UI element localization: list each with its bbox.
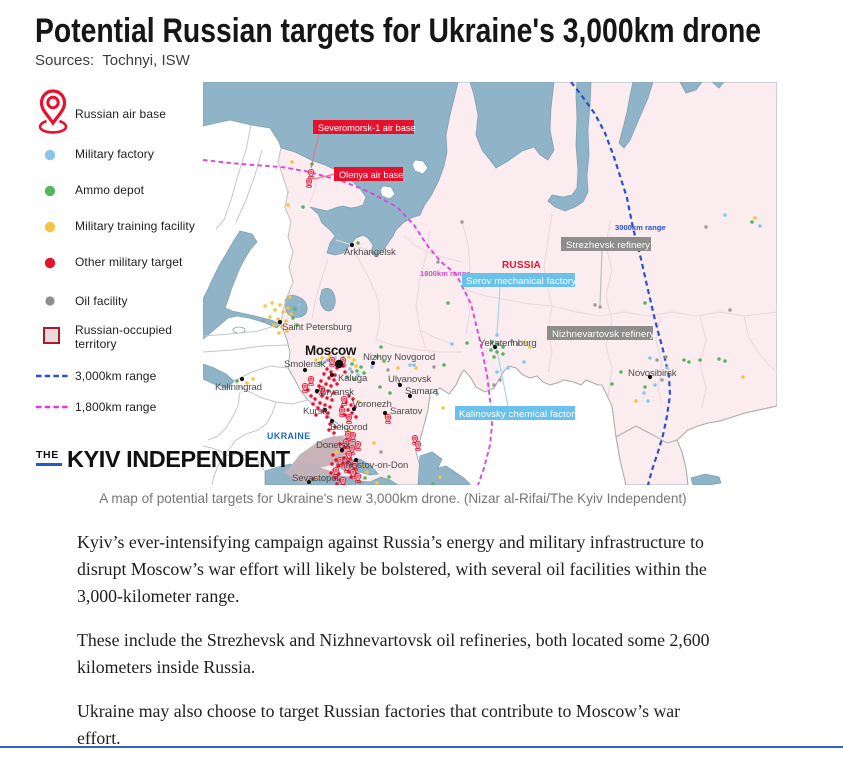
svg-text:Novosibirsk: Novosibirsk bbox=[628, 368, 677, 379]
svg-text:Kalinovsky chemical factory: Kalinovsky chemical factory bbox=[459, 409, 580, 420]
svg-text:1800km range: 1800km range bbox=[420, 269, 471, 278]
svg-text:Olenya air base: Olenya air base bbox=[339, 170, 403, 180]
svg-text:Strezhevsk refinery: Strezhevsk refinery bbox=[566, 240, 650, 251]
svg-text:Nizhnevartovsk refinery: Nizhnevartovsk refinery bbox=[552, 329, 655, 340]
svg-text:Sevastopol: Sevastopol bbox=[292, 473, 338, 484]
svg-text:Kaliningrad: Kaliningrad bbox=[215, 382, 262, 393]
svg-text:Smolensk: Smolensk bbox=[284, 359, 326, 370]
svg-text:Donetsk: Donetsk bbox=[316, 440, 351, 451]
svg-text:Rostov-on-Don: Rostov-on-Don bbox=[345, 460, 408, 471]
svg-text:Moscow: Moscow bbox=[305, 343, 357, 358]
svg-text:Saratov: Saratov bbox=[390, 406, 423, 417]
svg-text:Serov mechanical factory: Serov mechanical factory bbox=[466, 276, 576, 287]
svg-text:Yekaterinburg: Yekaterinburg bbox=[479, 338, 537, 349]
svg-text:Bryansk: Bryansk bbox=[320, 387, 354, 398]
svg-text:Arkhangelsk: Arkhangelsk bbox=[344, 247, 396, 258]
svg-text:Kursk: Kursk bbox=[303, 406, 327, 417]
svg-text:Severomorsk-1 air base: Severomorsk-1 air base bbox=[318, 123, 416, 133]
svg-text:Ulyanovsk: Ulyanovsk bbox=[388, 374, 432, 385]
svg-text:Samara: Samara bbox=[405, 386, 439, 397]
svg-text:Kaluga: Kaluga bbox=[338, 373, 368, 384]
svg-text:RUSSIA: RUSSIA bbox=[502, 260, 541, 271]
svg-text:Nizhny Novgorod: Nizhny Novgorod bbox=[363, 352, 435, 363]
svg-text:Voronezh: Voronezh bbox=[352, 399, 392, 410]
svg-text:Saint Petersburg: Saint Petersburg bbox=[282, 322, 352, 333]
svg-text:Belgorod: Belgorod bbox=[330, 422, 368, 433]
svg-text:UKRAINE: UKRAINE bbox=[267, 431, 311, 441]
svg-text:3000km range: 3000km range bbox=[615, 223, 666, 232]
